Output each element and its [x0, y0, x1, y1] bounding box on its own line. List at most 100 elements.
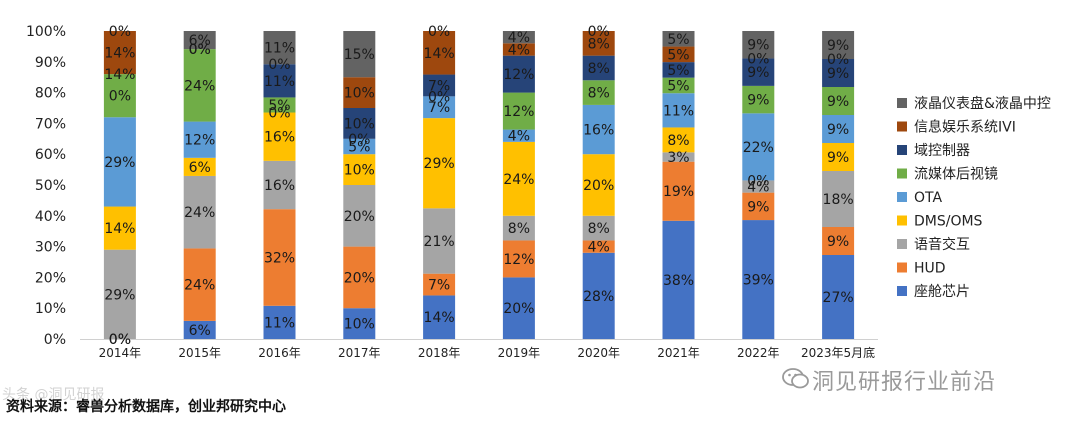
- bar-segment: [343, 77, 376, 108]
- legend-label: 流媒体后视镜: [914, 167, 998, 183]
- x-tick-label: 2021年: [657, 346, 700, 360]
- y-tick-label: 40%: [35, 209, 66, 225]
- bar-segment: [742, 220, 775, 339]
- data-label: 12%: [503, 252, 534, 268]
- data-label: 29%: [104, 287, 135, 303]
- data-label: 24%: [503, 172, 534, 188]
- bar-segment: [263, 209, 296, 306]
- bar-segment: [662, 127, 695, 153]
- y-tick-label: 90%: [35, 55, 66, 71]
- bar-segment: [822, 31, 855, 59]
- data-label: 0%: [109, 332, 131, 348]
- data-label: 11%: [264, 315, 295, 331]
- data-label: 0%: [747, 51, 769, 67]
- data-label: 0%: [268, 57, 290, 73]
- data-label: 21%: [424, 234, 455, 250]
- bar-segment: [423, 295, 456, 339]
- bar-segment: [662, 62, 695, 78]
- bar-segment: [502, 240, 535, 278]
- data-label: 4%: [508, 129, 530, 145]
- bar-segment: [502, 277, 535, 339]
- bar-segment: [263, 31, 296, 65]
- data-label: 10%: [344, 116, 375, 132]
- data-label: 9%: [827, 66, 849, 82]
- bar-segment: [662, 77, 695, 94]
- data-label: 11%: [663, 103, 694, 119]
- bar-segment: [582, 154, 615, 216]
- data-label: 22%: [743, 140, 774, 156]
- bar-segment: [423, 74, 456, 97]
- bar-segment: [263, 112, 296, 161]
- data-label: 9%: [827, 122, 849, 138]
- bar-segment: [582, 80, 615, 105]
- legend-label: HUD: [914, 261, 946, 277]
- data-label: 38%: [663, 273, 694, 289]
- y-tick-label: 80%: [35, 86, 66, 102]
- bar-segment: [582, 252, 615, 339]
- data-label: 4%: [508, 42, 530, 58]
- data-label: 16%: [264, 130, 295, 146]
- bar-segment: [103, 206, 136, 250]
- y-tick-label: 0%: [44, 332, 66, 348]
- data-label: 0%: [109, 332, 131, 348]
- data-label: 0%: [348, 132, 370, 148]
- bar-segment: [662, 93, 695, 128]
- legend-label: 域控制器: [914, 143, 970, 159]
- bar-segment: [822, 143, 855, 171]
- data-label: 0%: [747, 173, 769, 189]
- x-tick-label: 2022年: [737, 346, 780, 360]
- data-label: 14%: [424, 46, 455, 62]
- bar-segment: [343, 246, 376, 309]
- legend-label: 座舱芯片: [914, 284, 970, 300]
- bar-segment: [423, 96, 456, 119]
- data-label: 11%: [264, 74, 295, 90]
- bar-segment: [263, 160, 296, 210]
- legend-swatch: [897, 145, 907, 155]
- data-label: 32%: [264, 250, 295, 266]
- data-label: 12%: [503, 104, 534, 120]
- legend-label: DMS/OMS: [914, 214, 983, 230]
- bar-segment: [502, 129, 535, 142]
- data-label: 5%: [268, 98, 290, 114]
- x-tick-label: 2017年: [338, 346, 381, 360]
- bar-segment: [742, 31, 775, 59]
- data-label: 6%: [189, 160, 211, 176]
- data-label: 24%: [184, 278, 215, 294]
- data-label: 14%: [104, 46, 135, 62]
- data-label: 24%: [184, 78, 215, 94]
- bar-segment: [662, 152, 695, 162]
- legend-label: 语音交互: [914, 236, 970, 253]
- bar-segment: [822, 115, 855, 143]
- bar-segment: [103, 31, 136, 75]
- bar-segment: [103, 249, 136, 339]
- bar-segment: [582, 31, 615, 56]
- data-label: 14%: [104, 221, 135, 237]
- data-label: 8%: [667, 133, 689, 149]
- data-label: 9%: [747, 65, 769, 81]
- legend-swatch: [897, 168, 907, 179]
- bar-segment: [822, 171, 855, 227]
- data-label: 8%: [588, 36, 610, 52]
- bar-segment: [343, 108, 376, 139]
- bar-segment: [343, 154, 376, 185]
- bar-segment: [502, 55, 535, 93]
- y-tick-label: 100%: [26, 24, 66, 40]
- data-label: 20%: [583, 178, 614, 194]
- bar-segment: [423, 118, 456, 209]
- data-label: 16%: [264, 178, 295, 194]
- bar-segment: [742, 113, 775, 181]
- data-label: 0%: [428, 89, 450, 105]
- data-label: 0%: [268, 106, 290, 122]
- bar-segment: [183, 248, 216, 321]
- legend-swatch: [897, 98, 907, 108]
- data-label: 8%: [588, 61, 610, 77]
- bar-segment: [742, 58, 775, 86]
- data-label: 16%: [583, 123, 614, 139]
- data-label: 5%: [667, 78, 689, 94]
- x-tick-label: 2020年: [577, 346, 620, 360]
- bar-segment: [183, 175, 216, 249]
- bar-segment: [662, 31, 695, 47]
- data-label: 29%: [104, 155, 135, 171]
